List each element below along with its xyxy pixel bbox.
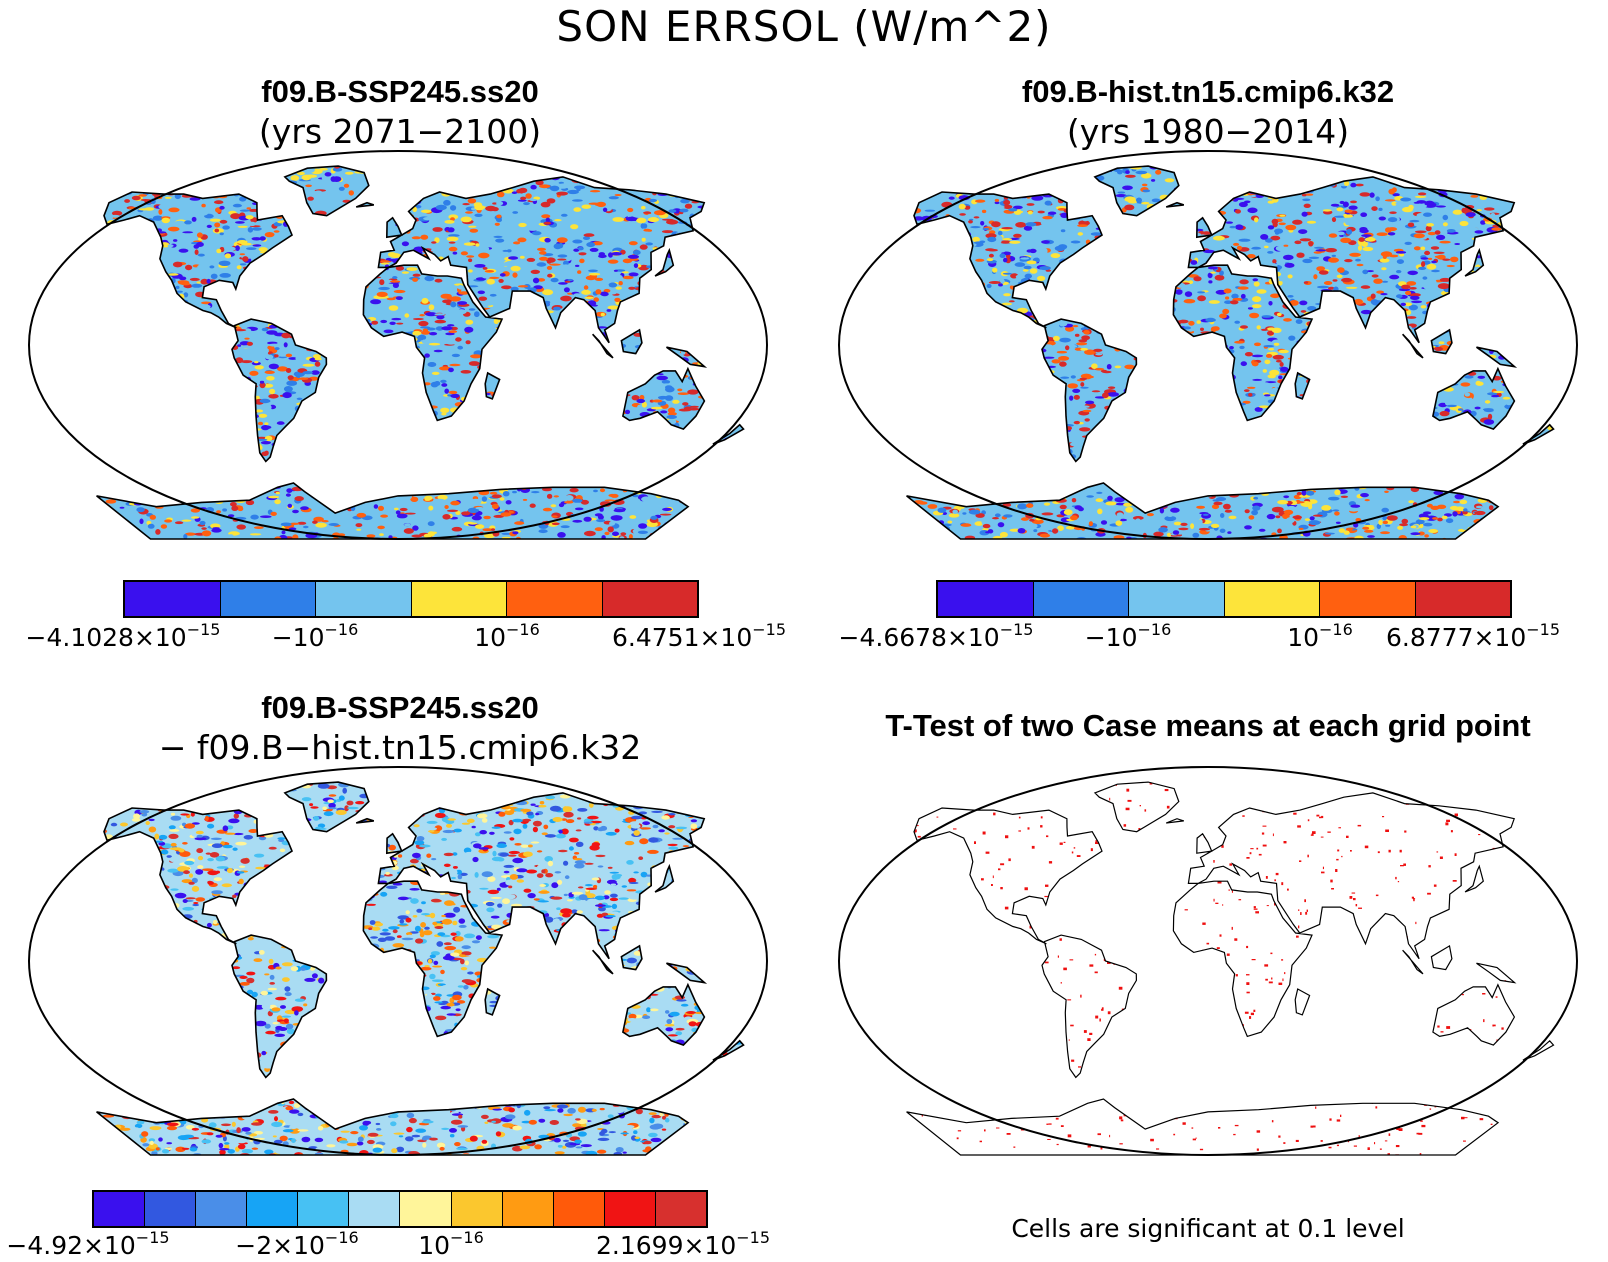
- panel2-colorbar-label-max: 6.8777×10−15: [1386, 620, 1560, 652]
- colorbar-swatch: [316, 582, 412, 616]
- panel2-colorbar-label-2: −10−16: [1084, 620, 1172, 652]
- colorbar-swatch: [400, 1192, 452, 1226]
- colorbar-swatch: [1129, 582, 1225, 616]
- colorbar-swatch: [553, 1192, 605, 1226]
- panel1-colorbar: [123, 580, 699, 618]
- map-frame: [28, 766, 768, 1156]
- colorbar-swatch: [451, 1192, 503, 1226]
- coastline: [906, 165, 1555, 540]
- panel1-colorbar-label-max: 6.4751×10−15: [612, 620, 786, 652]
- panel1-colorbar-label-min: −4.1028×10−15: [25, 620, 221, 652]
- panel3-title-line1: f09.B-SSP245.ss20: [261, 690, 539, 725]
- colorbar-swatch: [502, 1192, 554, 1226]
- panel1-colorbar-label-2: −10−16: [271, 620, 359, 652]
- panel2-colorbar: [936, 580, 1512, 618]
- panel3-colorbar-label-2: −2×10−16: [235, 1228, 359, 1260]
- panel1-title-line1: f09.B-SSP245.ss20: [261, 74, 539, 109]
- panel3-colorbar-label-min: −4.92×10−15: [6, 1228, 170, 1260]
- panel4-title: T-Test of two Case means at each grid po…: [885, 708, 1531, 743]
- panel3-colorbar-label-3: 10−16: [418, 1228, 484, 1260]
- colorbar-swatch: [125, 582, 221, 616]
- colorbar-swatch: [220, 582, 316, 616]
- colorbar-swatch: [1033, 582, 1129, 616]
- colorbar-swatch: [349, 1192, 401, 1226]
- panel3-map: [28, 766, 768, 1156]
- colorbar-swatch: [1415, 582, 1510, 616]
- panel2-title: f09.B-hist.tn15.cmip6.k32 (yrs 1980−2014…: [808, 72, 1608, 152]
- panel2-title-line1: f09.B-hist.tn15.cmip6.k32: [1021, 74, 1395, 109]
- colorbar-swatch: [94, 1192, 146, 1226]
- colorbar-swatch: [507, 582, 603, 616]
- panel1-title-line2: (yrs 2071−2100): [258, 112, 542, 151]
- coastline: [906, 781, 1555, 1156]
- colorbar-swatch: [1320, 582, 1416, 616]
- colorbar-swatch: [938, 582, 1034, 616]
- panel3-title: f09.B-SSP245.ss20 − f09.B−hist.tn15.cmip…: [0, 688, 800, 768]
- panel1-colorbar-label-3: 10−16: [474, 620, 540, 652]
- colorbar-swatch: [411, 582, 507, 616]
- figure-title: SON ERRSOL (W/m^2): [556, 2, 1052, 51]
- map-frame: [28, 150, 768, 540]
- map-frame: [838, 150, 1578, 540]
- panel4-map: [838, 766, 1578, 1156]
- panel2-title-line2: (yrs 1980−2014): [1066, 112, 1350, 151]
- colorbar-swatch: [247, 1192, 299, 1226]
- colorbar-swatch: [145, 1192, 197, 1226]
- colorbar-swatch: [602, 582, 697, 616]
- panel2-map: [838, 150, 1578, 540]
- panel4-significance-note: Cells are significant at 0.1 level: [1011, 1214, 1405, 1243]
- map-field: [96, 782, 744, 1155]
- panel2-colorbar-label-min: −4.6678×10−15: [838, 620, 1034, 652]
- colorbar-swatch: [655, 1192, 706, 1226]
- coastline: [96, 165, 745, 540]
- colorbar-swatch: [604, 1192, 656, 1226]
- panel2-colorbar-label-3: 10−16: [1287, 620, 1353, 652]
- map-frame: [838, 766, 1578, 1156]
- panel1-title: f09.B-SSP245.ss20 (yrs 2071−2100): [0, 72, 800, 152]
- colorbar-swatch: [298, 1192, 350, 1226]
- colorbar-swatch: [1224, 582, 1320, 616]
- panel1-map: [28, 150, 768, 540]
- panel3-title-line2: − f09.B−hist.tn15.cmip6.k32: [158, 728, 642, 767]
- coastline: [96, 781, 745, 1156]
- panel3-colorbar: [92, 1190, 708, 1228]
- map-field: [96, 166, 744, 539]
- colorbar-swatch: [196, 1192, 248, 1226]
- panel3-colorbar-label-max: 2.1699×10−15: [596, 1228, 770, 1260]
